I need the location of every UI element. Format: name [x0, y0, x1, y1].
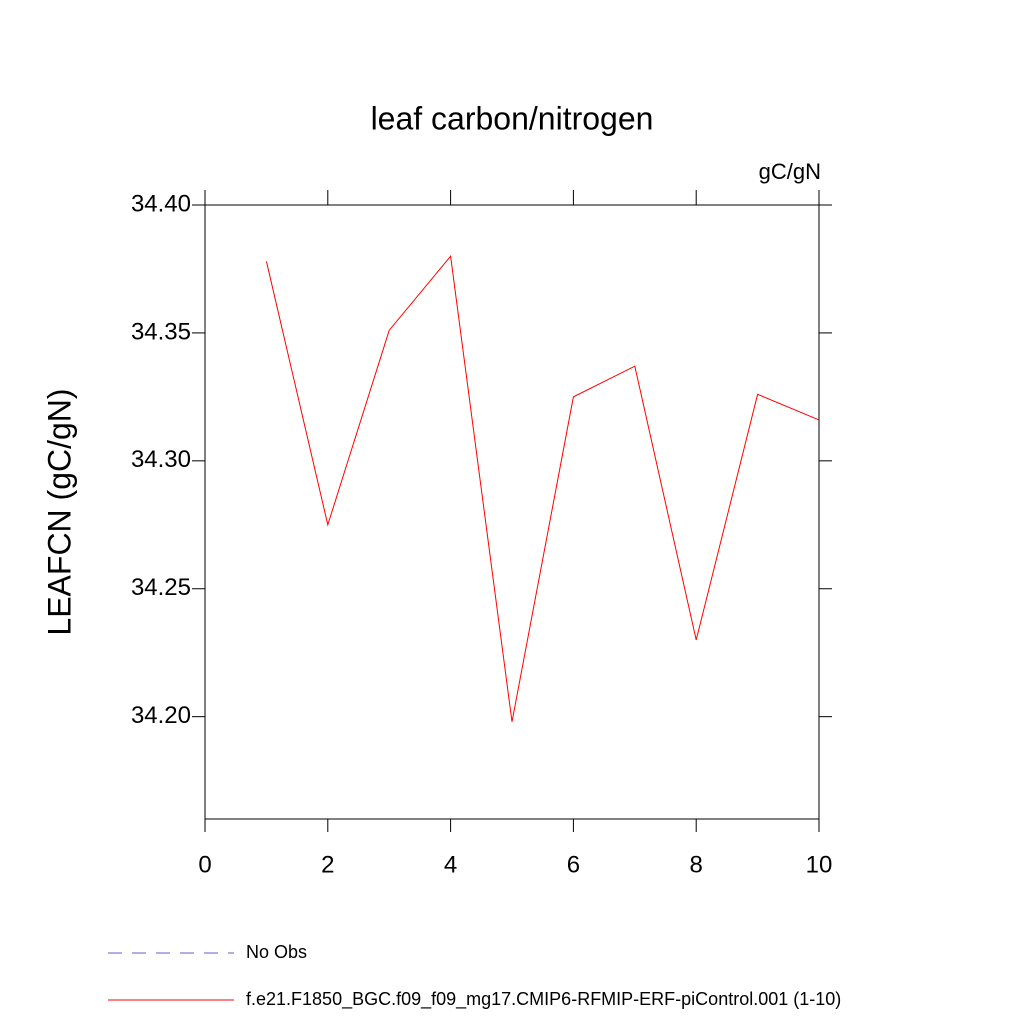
x-tick-label: 10: [806, 851, 833, 878]
units-label: gC/gN: [759, 159, 821, 184]
x-tick-label: 4: [444, 851, 457, 878]
legend-label: f.e21.F1850_BGC.f09_f09_mg17.CMIP6-RFMIP…: [246, 989, 841, 1010]
chart-title: leaf carbon/nitrogen: [371, 100, 654, 136]
plot-frame: [204, 204, 820, 820]
series-line: [265, 254, 820, 722]
y-tick-label: 34.35: [131, 318, 191, 345]
y-tick-label: 34.40: [131, 190, 191, 217]
legend-label: No Obs: [246, 942, 307, 962]
y-tick-label: 34.20: [131, 702, 191, 729]
y-tick-label: 34.25: [131, 574, 191, 601]
x-tick-label: 0: [198, 851, 211, 878]
x-tick-label: 8: [690, 851, 703, 878]
y-axis-label: LEAFCN (gC/gN): [41, 388, 77, 635]
x-tick-label: 2: [321, 851, 334, 878]
x-tick-label: 6: [567, 851, 580, 878]
y-tick-label: 34.30: [131, 446, 191, 473]
